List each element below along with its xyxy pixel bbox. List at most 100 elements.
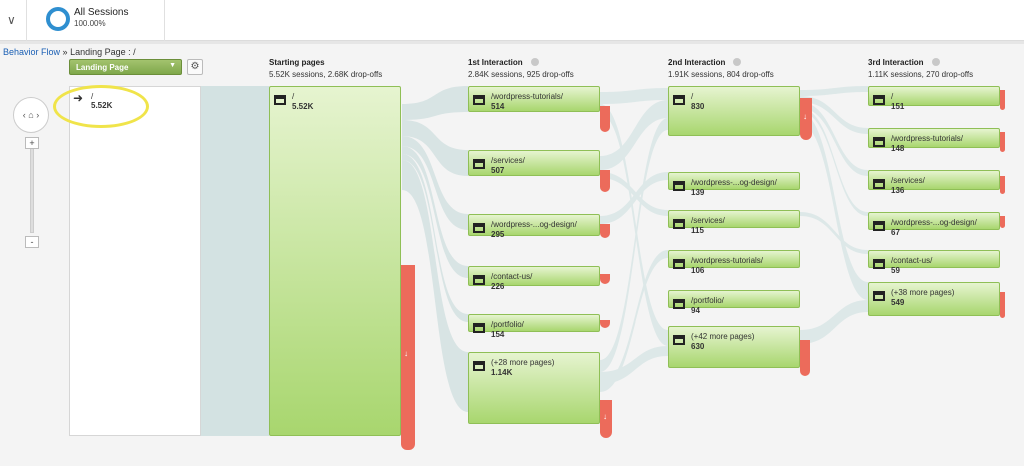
entrance-arrows-icon: ➜ xyxy=(73,91,84,105)
node-1st[interactable]: (+28 more pages) 1.14K xyxy=(468,352,600,424)
node-value: 136 xyxy=(891,186,905,195)
node-name: /services/ xyxy=(891,176,925,185)
page-icon xyxy=(873,221,885,231)
node-2nd[interactable]: /830 xyxy=(668,86,800,136)
remove-step-icon[interactable] xyxy=(931,58,940,66)
node-name: /wordpress-...og-design/ xyxy=(691,178,777,187)
page-icon xyxy=(673,95,685,105)
node-starting[interactable]: / 5.52K xyxy=(269,86,401,436)
page-icon xyxy=(873,291,885,301)
node-1st[interactable]: /services/507 xyxy=(468,150,600,176)
dropoff-bar[interactable] xyxy=(1000,90,1005,110)
node-2nd[interactable]: /wordpress-tutorials/106 xyxy=(668,250,800,275)
node-name: /services/ xyxy=(491,156,525,165)
page-icon xyxy=(873,95,885,105)
column-title: 3rd Interaction xyxy=(868,58,924,67)
node-1st[interactable]: /wordpress-...og-design/295 xyxy=(468,214,600,239)
dropoff-bar[interactable] xyxy=(600,320,610,328)
column-header-2nd: 2nd Interaction 1.91K sessions, 804 drop… xyxy=(668,57,774,81)
node-3rd[interactable]: (+38 more pages) 549 xyxy=(868,282,1000,316)
dropoff-bar[interactable]: ↓ xyxy=(401,265,415,450)
node-value: 59 xyxy=(891,266,900,275)
node-name: /wordpress-tutorials/ xyxy=(891,134,964,143)
node-value: 151 xyxy=(891,102,905,111)
dropoff-bar[interactable]: ↓ xyxy=(600,400,612,438)
node-name: /contact-us/ xyxy=(891,256,933,265)
node-2nd[interactable]: /wordpress-...og-design/139 xyxy=(668,172,800,197)
dropoff-bar[interactable] xyxy=(1000,292,1005,318)
dropoff-bar[interactable] xyxy=(1000,176,1005,194)
caret-down-icon: ▼ xyxy=(169,62,176,69)
remove-step-icon[interactable] xyxy=(733,58,742,66)
dropoff-bar[interactable] xyxy=(800,340,810,376)
node-value: 115 xyxy=(691,226,704,235)
dropoff-bar[interactable] xyxy=(1000,132,1005,152)
node-2nd[interactable]: /services/115 xyxy=(668,210,800,235)
node-name: / xyxy=(891,92,894,101)
dropoff-bar[interactable]: ↓ xyxy=(800,98,812,140)
divider xyxy=(0,41,1024,44)
breadcrumb-link[interactable]: Behavior Flow xyxy=(3,47,61,57)
segment-title: All Sessions xyxy=(74,7,129,18)
node-name: (+28 more pages) xyxy=(491,358,555,367)
node-value: 67 xyxy=(891,228,900,237)
segment-chip[interactable]: All Sessions 100.00% xyxy=(27,0,165,41)
node-1st[interactable]: /contact-us/226 xyxy=(468,266,600,291)
node-3rd[interactable]: /services/136 xyxy=(868,170,1000,195)
node-3rd[interactable]: /contact-us/59 xyxy=(868,250,1000,275)
dimension-select[interactable]: Landing Page ▼ xyxy=(69,59,182,75)
node-value: 514 xyxy=(491,102,505,111)
node-2nd[interactable]: /portfolio/94 xyxy=(668,290,800,315)
zoom-out-button[interactable]: - xyxy=(25,236,39,248)
dropoff-bar[interactable] xyxy=(1000,216,1005,228)
page-icon xyxy=(473,95,485,105)
settings-button[interactable]: ⚙ xyxy=(187,59,203,75)
node-value: 830 xyxy=(691,102,705,111)
column-header-1st: 1st Interaction 2.84K sessions, 925 drop… xyxy=(468,57,574,81)
segment-ring-icon xyxy=(46,7,70,31)
dropoff-bar[interactable] xyxy=(600,274,610,284)
node-name: / xyxy=(691,92,694,101)
node-2nd[interactable]: (+42 more pages) 630 xyxy=(668,326,800,368)
node-name: /services/ xyxy=(691,216,725,225)
column-header-3rd: 3rd Interaction 1.11K sessions, 270 drop… xyxy=(868,57,973,81)
page-icon xyxy=(873,259,885,269)
collapse-button[interactable]: ∨ xyxy=(0,0,27,41)
node-1st[interactable]: /wordpress-tutorials/514 xyxy=(468,86,600,112)
node-value: 106 xyxy=(691,266,705,275)
down-arrow-icon: ↓ xyxy=(404,349,408,358)
node-value: 549 xyxy=(891,298,905,307)
dropoff-bar[interactable] xyxy=(600,224,610,238)
breadcrumb-current: Landing Page : / xyxy=(70,47,136,57)
node-name: /portfolio/ xyxy=(491,320,524,329)
chevron-down-icon: ∨ xyxy=(7,13,16,27)
dropoff-bar[interactable] xyxy=(600,106,610,132)
breadcrumb-sep: » xyxy=(62,47,68,57)
page-icon xyxy=(473,323,485,333)
page-icon xyxy=(873,179,885,189)
node-1st[interactable]: /portfolio/154 xyxy=(468,314,600,339)
node-name: /wordpress-tutorials/ xyxy=(691,256,764,265)
page-icon xyxy=(673,259,685,269)
page-icon xyxy=(274,95,286,105)
node-name: (+42 more pages) xyxy=(691,332,755,341)
page-icon xyxy=(473,223,485,233)
node-value: 1.14K xyxy=(491,368,513,377)
zoom-in-button[interactable]: + xyxy=(25,137,39,149)
pan-control[interactable]: ‹ ⌂ › xyxy=(13,97,49,133)
dropoff-bar[interactable] xyxy=(600,170,610,192)
node-value: 5.52K xyxy=(292,102,314,111)
node-name: /wordpress-tutorials/ xyxy=(491,92,564,101)
node-3rd[interactable]: /wordpress-...og-design/67 xyxy=(868,212,1000,237)
node-3rd[interactable]: /wordpress-tutorials/148 xyxy=(868,128,1000,153)
page-icon xyxy=(673,335,685,345)
landing-node-name[interactable]: / xyxy=(91,92,94,101)
page-icon xyxy=(473,361,485,371)
node-value: 630 xyxy=(691,342,705,351)
column-stats: 1.91K sessions, 804 drop-offs xyxy=(668,70,774,79)
node-3rd[interactable]: /151 xyxy=(868,86,1000,111)
column-stats: 5.52K sessions, 2.68K drop-offs xyxy=(269,70,383,79)
node-value: 154 xyxy=(491,330,505,339)
remove-step-icon[interactable] xyxy=(530,58,539,66)
